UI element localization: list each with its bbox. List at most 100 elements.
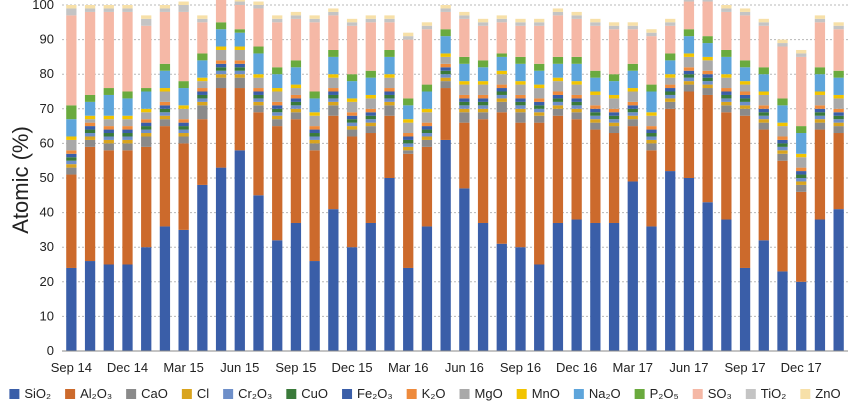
- legend-swatch: [406, 389, 417, 399]
- bar-segment: [272, 112, 283, 116]
- bar-segment: [122, 129, 133, 134]
- bar-segment: [290, 112, 302, 120]
- bar-segment: [159, 5, 171, 9]
- bar-segment: [571, 94, 582, 99]
- bar-segment: [665, 25, 676, 54]
- bar-segment: [814, 122, 826, 130]
- bar-segment: [758, 119, 769, 123]
- bar-segment: [833, 133, 844, 210]
- bar-segment: [496, 98, 507, 102]
- bar-segment: [758, 25, 769, 68]
- bar-segment: [665, 91, 676, 95]
- bar-segment: [665, 53, 676, 61]
- legend-label: TiO₂: [761, 386, 787, 401]
- bar-segment: [515, 63, 526, 82]
- bar-segment: [833, 29, 844, 71]
- bar-segment: [159, 8, 171, 12]
- bar-segment: [178, 133, 189, 137]
- bar-segment: [253, 77, 264, 89]
- bar-segment: [141, 129, 152, 134]
- bar-segment: [84, 115, 96, 120]
- bar-segment: [122, 133, 133, 137]
- bar-segment: [421, 136, 433, 140]
- bar-segment: [159, 226, 171, 351]
- bar-segment: [403, 150, 414, 154]
- bar-segment: [346, 247, 358, 351]
- bar-segment: [627, 112, 638, 116]
- bar-segment: [702, 81, 713, 85]
- bar-segment: [384, 15, 395, 19]
- bar-segment: [777, 271, 788, 351]
- bar-segment: [459, 105, 470, 109]
- x-tick-label: Dec 14: [107, 360, 148, 375]
- bar-segment: [571, 101, 582, 106]
- bar-segment: [197, 119, 208, 185]
- bar-segment: [159, 63, 171, 71]
- bar-segment: [646, 36, 657, 85]
- bar-segment: [702, 74, 713, 78]
- bar-segment: [496, 22, 507, 54]
- bar-segment: [627, 181, 638, 351]
- bar-segment: [534, 105, 545, 109]
- bar-segment: [103, 139, 114, 144]
- bar-segment: [721, 105, 732, 113]
- bar-segment: [365, 222, 376, 351]
- bar-segment: [122, 8, 133, 12]
- bar-segment: [683, 67, 695, 71]
- bar-segment: [627, 22, 638, 26]
- bar-segment: [459, 84, 470, 95]
- bar-segment: [702, 56, 713, 61]
- bar-segment: [309, 133, 320, 137]
- bar-segment: [272, 67, 283, 75]
- bar-segment: [122, 98, 133, 116]
- bar-segment: [571, 63, 582, 82]
- bar-segment: [141, 126, 152, 130]
- bar-segment: [627, 25, 638, 30]
- bar-segment: [552, 91, 564, 95]
- bar-segment: [534, 25, 545, 64]
- bar-segment: [253, 46, 264, 54]
- bar-segment: [365, 108, 376, 113]
- bar-segment: [496, 84, 507, 89]
- bar-segment: [608, 94, 620, 99]
- bar-segment: [384, 105, 395, 116]
- bar-segment: [758, 74, 769, 92]
- bar-segment: [234, 67, 245, 71]
- y-axis-label: Atomic (%): [8, 126, 33, 234]
- bar-segment: [477, 81, 489, 85]
- bar-segment: [665, 18, 676, 23]
- bar-segment: [627, 119, 638, 127]
- bar-segment: [253, 53, 264, 75]
- bar-segment: [84, 139, 96, 147]
- bar-segment: [384, 115, 395, 178]
- bar-segment: [66, 136, 77, 140]
- bar-segment: [477, 119, 489, 223]
- bar-segment: [384, 74, 395, 78]
- legend-swatch: [516, 389, 527, 399]
- bar-segment: [103, 136, 114, 140]
- bar-segment: [702, 84, 713, 89]
- bar-segment: [496, 243, 507, 351]
- bar-segment: [403, 98, 414, 106]
- bar-segment: [197, 94, 208, 99]
- bar-segment: [833, 209, 844, 351]
- bar-segment: [477, 25, 489, 61]
- bar-segment: [66, 174, 77, 268]
- bar-segment: [496, 70, 507, 75]
- bar-segment: [833, 119, 844, 123]
- bar-segment: [197, 53, 208, 61]
- legend-swatch: [65, 389, 76, 399]
- bar-segment: [702, 0, 713, 2]
- bar-segment: [590, 70, 601, 78]
- bar-segment: [384, 91, 395, 95]
- bar-segment: [384, 77, 395, 89]
- bar-segment: [796, 53, 807, 57]
- bar-segment: [571, 81, 582, 85]
- bar-segment: [103, 94, 114, 116]
- bar-segment: [683, 178, 695, 351]
- bar-segment: [721, 5, 732, 9]
- bar-segment: [122, 91, 133, 99]
- bar-segment: [627, 101, 638, 106]
- bar-segment: [814, 129, 826, 220]
- bar-segment: [683, 36, 695, 54]
